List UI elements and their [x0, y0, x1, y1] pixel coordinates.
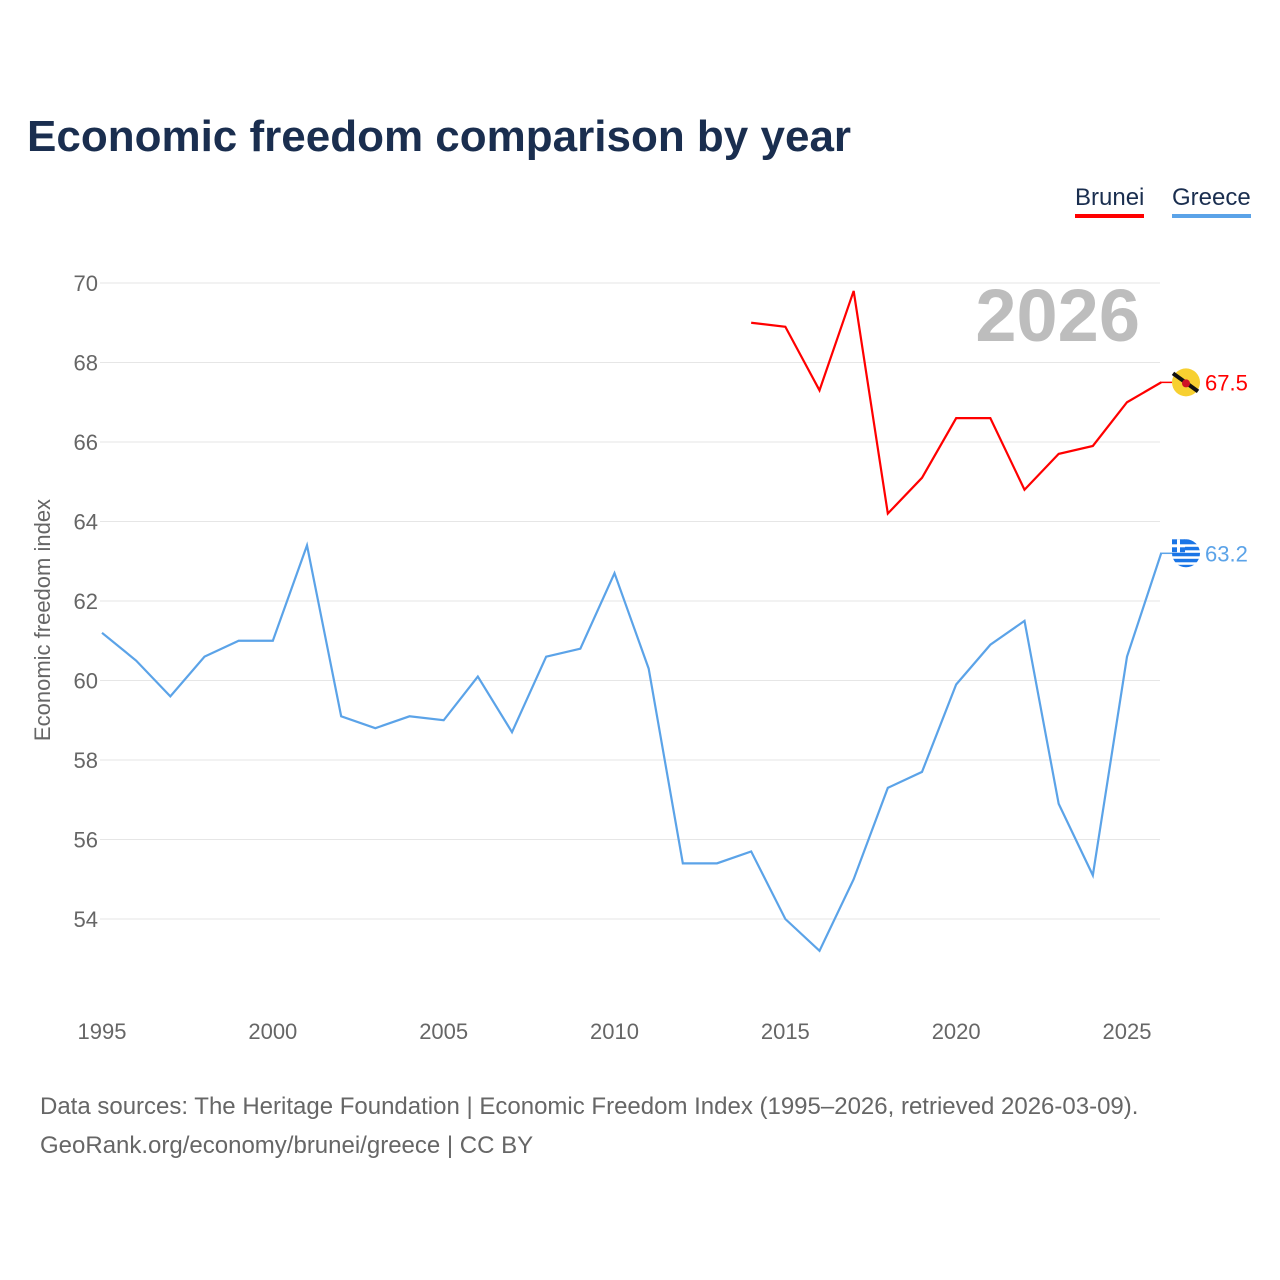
series-line-greece: [101, 541, 1163, 953]
x-tick-label: 2000: [248, 1019, 297, 1044]
legend-greece[interactable]: Greece: [1172, 184, 1251, 218]
legend-brunei[interactable]: Brunei: [1075, 184, 1145, 218]
x-tick-label: 2010: [590, 1019, 639, 1044]
end-value-label-greece: 63.2: [1205, 541, 1248, 566]
y-axis-label: Economic freedom index: [30, 499, 55, 741]
flag-stripe: [1172, 562, 1200, 565]
year-watermark: 2026: [975, 274, 1140, 357]
y-tick-label: 68: [74, 351, 98, 376]
flag-crest: [1182, 379, 1190, 388]
y-tick-label: 66: [74, 430, 98, 455]
x-tick-label: 2005: [419, 1019, 468, 1044]
end-value-label-brunei: 67.5: [1205, 370, 1248, 395]
x-tick-label: 2015: [761, 1019, 810, 1044]
y-tick-label: 70: [74, 271, 98, 296]
flag-stripe: [1172, 556, 1200, 559]
y-tick-label: 64: [74, 510, 98, 535]
source-line-1: Data sources: The Heritage Foundation | …: [40, 1093, 1139, 1120]
chart-title: Economic freedom comparison by year: [27, 112, 852, 161]
flag-stripe: [1172, 550, 1200, 553]
flag-cross: [1177, 539, 1180, 553]
x-tick-label: 2025: [1103, 1019, 1152, 1044]
x-tick-label: 1995: [78, 1019, 127, 1044]
source-line-2[interactable]: GeoRank.org/economy/brunei/greece | CC B…: [40, 1132, 534, 1159]
source-note: Data sources: The Heritage Foundation | …: [40, 1087, 1138, 1165]
y-tick-label: 62: [74, 589, 98, 614]
series-line-brunei: [751, 290, 1162, 516]
x-tick-label: 2020: [932, 1019, 981, 1044]
flag-stripe: [1172, 544, 1200, 547]
y-tick-label: 60: [74, 669, 98, 694]
y-tick-label: 58: [74, 748, 98, 773]
y-tick-label: 54: [74, 907, 98, 932]
y-tick-label: 56: [74, 828, 98, 853]
